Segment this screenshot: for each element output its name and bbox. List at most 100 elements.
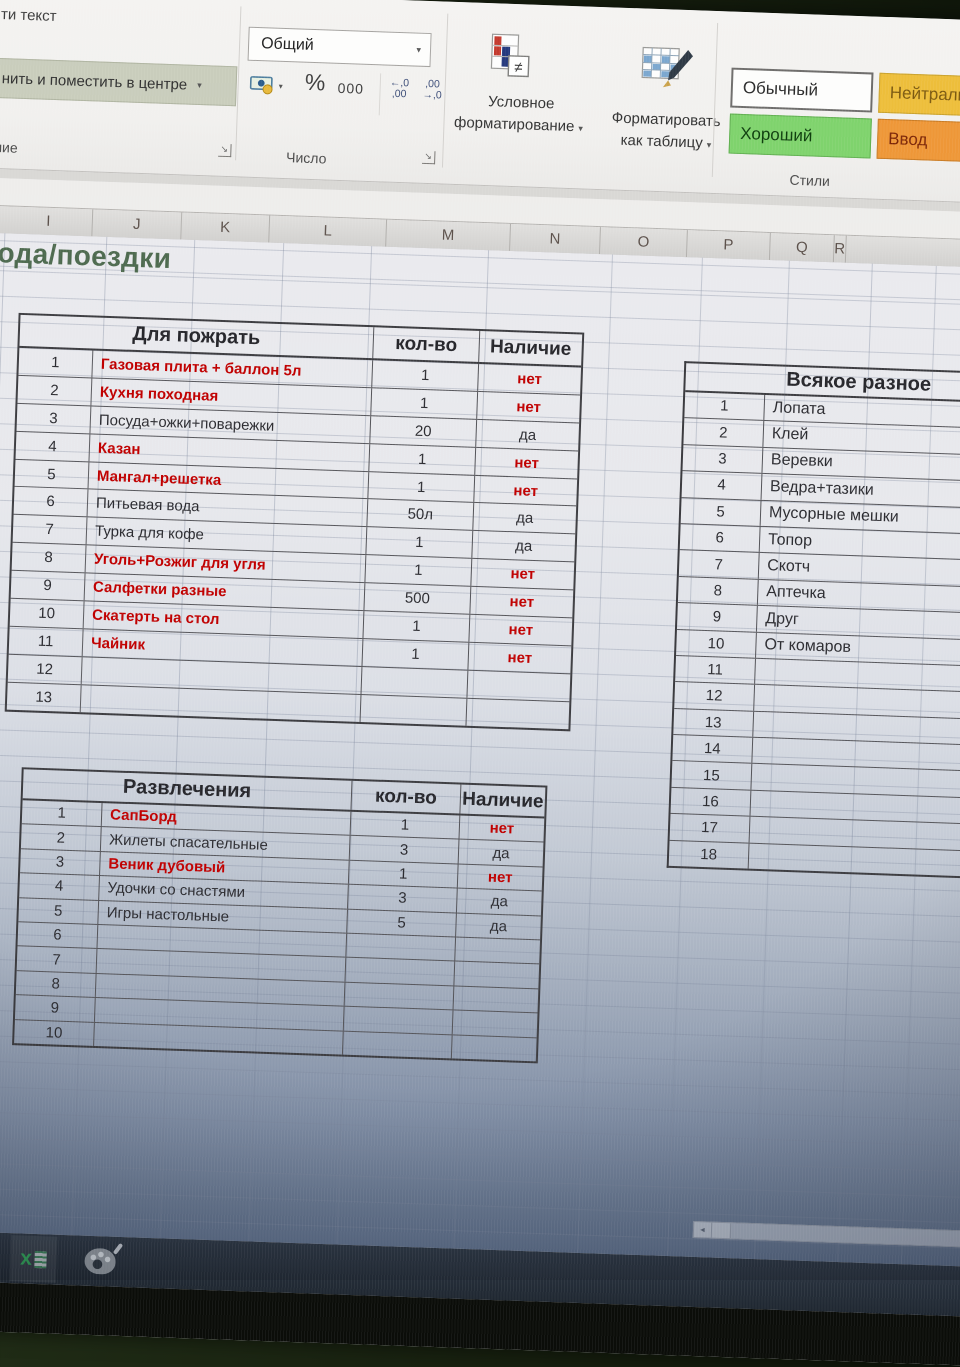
item-qty-cell[interactable]: [344, 982, 455, 1010]
item-avail-cell[interactable]: да: [515, 509, 534, 528]
qty-header-cell[interactable]: кол-во: [373, 327, 481, 362]
taskbar-icon-excel[interactable]: x: [9, 1235, 58, 1283]
cell-style-input[interactable]: Ввод: [876, 118, 960, 164]
item-qty-cell[interactable]: [346, 933, 457, 961]
row-number-cell[interactable]: 4: [15, 431, 91, 461]
row-number-cell[interactable]: 15: [671, 761, 753, 790]
item-qty-cell[interactable]: 1: [369, 443, 477, 475]
row-number-cell[interactable]: 2: [20, 824, 102, 851]
row-number-cell[interactable]: 6: [679, 524, 761, 553]
item-qty-cell[interactable]: 1: [371, 388, 479, 419]
row-number-cell[interactable]: 5: [680, 497, 762, 526]
item-avail-cell[interactable]: нет: [513, 481, 539, 500]
column-header-cell[interactable]: P: [686, 230, 771, 261]
qty-header-cell[interactable]: кол-во: [351, 780, 462, 814]
row-number-cell[interactable]: 8: [11, 543, 87, 573]
item-qty-cell[interactable]: 500: [364, 583, 472, 614]
item-avail-cell[interactable]: нет: [514, 453, 540, 472]
item-qty-cell[interactable]: 50л: [367, 499, 475, 531]
row-number-cell[interactable]: 13: [6, 682, 82, 712]
item-qty-cell[interactable]: [345, 958, 456, 986]
item-avail-cell[interactable]: нет: [510, 565, 536, 584]
conditional-formatting-icon[interactable]: ≠: [489, 33, 533, 85]
row-number-cell[interactable]: 10: [676, 629, 757, 658]
column-header-cell[interactable]: N: [510, 223, 601, 255]
row-number-cell[interactable]: 9: [10, 570, 86, 601]
scroll-left-arrow-icon[interactable]: ◂: [693, 1221, 713, 1238]
item-qty-cell[interactable]: 3: [348, 884, 458, 913]
row-number-cell[interactable]: 3: [16, 403, 92, 434]
item-qty-cell[interactable]: 1: [362, 638, 470, 670]
item-avail-cell[interactable]: [453, 1011, 538, 1037]
item-avail-cell[interactable]: нет: [507, 648, 533, 667]
cell-style-neutral[interactable]: Нейтральный: [878, 72, 960, 118]
avail-header-cell[interactable]: Наличие: [489, 335, 572, 360]
row-number-cell[interactable]: 11: [675, 655, 756, 685]
avail-header-cell[interactable]: Наличие: [461, 788, 544, 812]
row-number-cell[interactable]: 2: [17, 375, 93, 406]
row-number-cell[interactable]: 12: [674, 682, 756, 711]
item-qty-cell[interactable]: 1: [366, 527, 474, 559]
item-avail-cell[interactable]: [466, 698, 569, 728]
increase-decimal-button[interactable]: ←,0 ,00: [389, 76, 410, 101]
item-avail-cell[interactable]: да: [514, 537, 533, 556]
row-number-cell[interactable]: 2: [683, 418, 765, 447]
item-qty-cell[interactable]: 1: [365, 555, 473, 586]
row-number-cell[interactable]: 7: [12, 515, 88, 545]
item-avail-cell[interactable]: нет: [509, 593, 535, 612]
row-number-cell[interactable]: 7: [678, 550, 760, 579]
merge-center-button[interactable]: нить и поместить в центре ▾: [0, 57, 238, 107]
item-qty-cell[interactable]: [360, 694, 468, 726]
row-number-cell[interactable]: 1: [684, 392, 766, 421]
taskbar-icon-paint[interactable]: [76, 1237, 124, 1285]
column-header-cell[interactable]: J: [92, 209, 183, 240]
number-format-select[interactable]: Общий ▾: [247, 26, 432, 68]
row-number-cell[interactable]: 13: [673, 708, 755, 737]
column-header-cell[interactable]: O: [600, 227, 688, 258]
item-avail-cell[interactable]: нет: [508, 621, 534, 639]
row-number-cell[interactable]: 8: [15, 970, 97, 998]
row-number-cell[interactable]: 17: [669, 814, 751, 843]
row-number-cell[interactable]: 4: [19, 873, 100, 900]
row-number-cell[interactable]: 10: [9, 598, 85, 629]
column-header-cell[interactable]: L: [269, 215, 388, 247]
item-avail-cell[interactable]: [454, 986, 539, 1012]
item-avail-cell[interactable]: нет: [489, 819, 515, 838]
format-as-table-button-line2[interactable]: как таблицу ▾: [591, 131, 742, 153]
row-number-cell[interactable]: 16: [670, 787, 752, 816]
wrap-text-button[interactable]: ти текст: [0, 6, 57, 25]
item-qty-cell[interactable]: 1: [368, 471, 476, 503]
row-number-cell[interactable]: 1: [18, 347, 94, 378]
row-number-cell[interactable]: 12: [7, 654, 83, 684]
accounting-format-button[interactable]: ▾: [249, 75, 283, 96]
row-number-cell[interactable]: 11: [8, 626, 84, 657]
number-dialog-launcher-icon[interactable]: ↘: [422, 150, 436, 165]
column-header-cell[interactable]: R: [833, 235, 847, 263]
row-number-cell[interactable]: 6: [13, 487, 89, 517]
item-avail-cell[interactable]: [452, 1035, 537, 1061]
row-number-cell[interactable]: 9: [676, 603, 758, 632]
item-avail-cell[interactable]: да: [489, 917, 508, 936]
item-avail-cell[interactable]: [455, 937, 540, 963]
row-number-cell[interactable]: 5: [14, 459, 90, 489]
row-number-cell[interactable]: 9: [14, 995, 96, 1022]
item-qty-cell[interactable]: 1: [372, 360, 480, 391]
item-avail-cell[interactable]: да: [492, 844, 510, 862]
row-number-cell[interactable]: 10: [14, 1019, 95, 1046]
row-number-cell[interactable]: 3: [20, 849, 101, 876]
item-avail-cell[interactable]: нет: [516, 398, 542, 416]
item-qty-cell[interactable]: [342, 1031, 453, 1059]
row-number-cell[interactable]: 18: [668, 840, 750, 869]
item-qty-cell[interactable]: 1: [350, 811, 461, 839]
item-qty-cell[interactable]: [361, 666, 469, 698]
sheet-grid[interactable]: кода/поездки Для пожрать кол-во Наличие …: [0, 232, 960, 1268]
item-avail-cell[interactable]: [467, 671, 570, 701]
item-avail-cell[interactable]: нет: [487, 868, 513, 887]
item-avail-cell[interactable]: да: [490, 893, 509, 911]
column-header-cell[interactable]: Q: [769, 233, 835, 263]
item-qty-cell[interactable]: 5: [347, 909, 457, 937]
row-number-cell[interactable]: 1: [21, 800, 103, 827]
percent-style-button[interactable]: %: [304, 68, 326, 96]
format-as-table-icon[interactable]: [641, 46, 695, 97]
item-avail-cell[interactable]: нет: [517, 370, 543, 389]
